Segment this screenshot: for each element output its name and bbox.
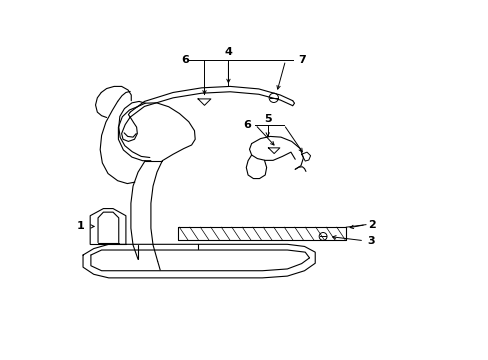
- Text: 6: 6: [181, 55, 189, 65]
- Text: 7: 7: [297, 55, 305, 65]
- Text: 3: 3: [367, 237, 374, 247]
- Text: 4: 4: [224, 47, 232, 57]
- Polygon shape: [198, 99, 210, 105]
- Text: 6: 6: [243, 120, 251, 130]
- Text: 1: 1: [76, 221, 84, 231]
- Text: 2: 2: [368, 220, 375, 230]
- Polygon shape: [268, 148, 279, 154]
- Text: 5: 5: [264, 113, 271, 123]
